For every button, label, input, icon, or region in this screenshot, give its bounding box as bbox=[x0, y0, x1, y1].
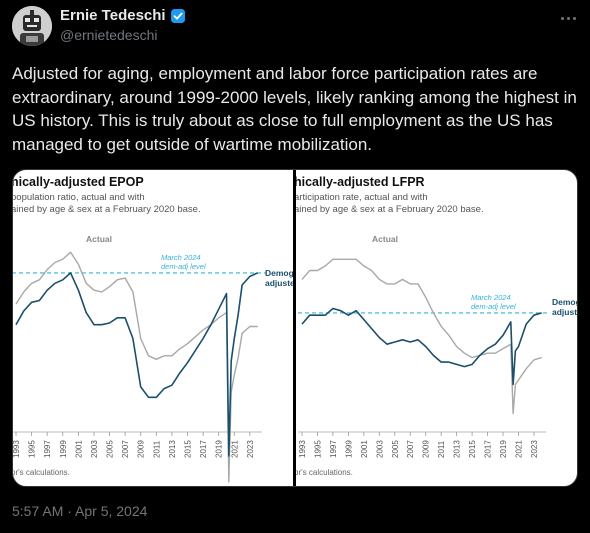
x-tick-label: 2019 bbox=[215, 440, 224, 458]
verified-badge-icon bbox=[170, 8, 185, 23]
x-tick-label: 2021 bbox=[230, 440, 239, 458]
x-tick-label: 2017 bbox=[484, 440, 493, 458]
author-avatar[interactable] bbox=[12, 6, 52, 46]
x-tick-label: 2011 bbox=[152, 440, 161, 458]
reference-line-label: March 2024 bbox=[161, 253, 201, 262]
x-tick-label: 1995 bbox=[313, 440, 322, 458]
adjusted-series-label: adjuste bbox=[265, 278, 293, 288]
x-tick-label: 1999 bbox=[59, 440, 68, 458]
x-tick-label: 1993 bbox=[13, 440, 21, 458]
x-tick-label: 2015 bbox=[468, 440, 477, 458]
x-tick-label: 2001 bbox=[360, 440, 369, 458]
x-tick-label: 2015 bbox=[184, 440, 193, 458]
x-tick-label: 1993 bbox=[298, 440, 307, 458]
x-tick-label: 2023 bbox=[530, 440, 539, 458]
adjusted-series-label: adjuste bbox=[552, 307, 578, 317]
lfpr-chart: hically-adjusted LFPR articipation rate, … bbox=[296, 175, 578, 477]
reference-line-label: dem-adj level bbox=[161, 262, 206, 271]
chart-title: hically-adjusted LFPR bbox=[296, 175, 425, 189]
chart-subtitle: ained by age & sex at a February 2020 ba… bbox=[13, 204, 201, 215]
x-tick-label: 2011 bbox=[437, 440, 446, 458]
actual-series-line bbox=[301, 258, 542, 415]
x-tick-label: 2013 bbox=[168, 440, 177, 458]
x-tick-label: 2019 bbox=[499, 440, 508, 458]
chart-footnote: or's calculations. bbox=[13, 468, 70, 477]
actual-series-label: Actual bbox=[372, 234, 398, 244]
reference-line-label: March 2024 bbox=[471, 293, 511, 302]
x-tick-label: 2009 bbox=[137, 440, 146, 458]
x-tick-label: 2003 bbox=[375, 440, 384, 458]
chart-footnote: or's calculations. bbox=[296, 468, 353, 477]
x-tick-label: 1997 bbox=[329, 440, 338, 458]
epop-chart: hically-adjusted EPOP population ratio, a… bbox=[13, 175, 293, 483]
tweet-text: Adjusted for aging, employment and labor… bbox=[12, 64, 577, 154]
adjusted-series-line bbox=[15, 272, 259, 457]
author-display-name[interactable]: Ernie Tedeschi bbox=[60, 7, 166, 24]
x-tick-label: 2005 bbox=[391, 440, 400, 458]
actual-series-label: Actual bbox=[86, 234, 112, 244]
adjusted-series-label: Demog bbox=[265, 268, 293, 278]
chart-subtitle: population ratio, actual and with bbox=[13, 192, 145, 203]
x-tick-label: 2009 bbox=[422, 440, 431, 458]
chart-subtitle: articipation rate, actual and with bbox=[296, 192, 428, 203]
x-tick-label: 2003 bbox=[90, 440, 99, 458]
x-tick-label: 2023 bbox=[246, 440, 255, 458]
chart-title: hically-adjusted EPOP bbox=[13, 175, 144, 189]
author-handle[interactable]: @ernietedeschi bbox=[60, 27, 158, 43]
x-tick-label: 2001 bbox=[74, 440, 83, 458]
robot-avatar-icon bbox=[12, 6, 52, 46]
x-tick-label: 1997 bbox=[43, 440, 52, 458]
x-tick-label: 2007 bbox=[406, 440, 415, 458]
x-tick-label: 1999 bbox=[344, 440, 353, 458]
chart-divider bbox=[293, 170, 296, 486]
adjusted-series-label: Demog bbox=[552, 297, 578, 307]
adjusted-series-line bbox=[301, 307, 542, 386]
x-tick-label: 2021 bbox=[514, 440, 523, 458]
more-options-icon[interactable] bbox=[556, 8, 580, 28]
tweet-media-image[interactable]: hically-adjusted EPOP population ratio, a… bbox=[12, 169, 578, 487]
author-name-row[interactable]: Ernie Tedeschi bbox=[60, 7, 186, 24]
x-tick-label: 2017 bbox=[199, 440, 208, 458]
tweet-timestamp[interactable]: 5:57 AM · Apr 5, 2024 bbox=[12, 503, 148, 519]
reference-line-label: dem-adj level bbox=[471, 302, 516, 311]
chart-subtitle: ained by age & sex at a February 2020 ba… bbox=[296, 204, 484, 215]
x-tick-label: 2007 bbox=[121, 440, 130, 458]
x-tick-label: 1995 bbox=[28, 440, 37, 458]
x-tick-label: 2013 bbox=[453, 440, 462, 458]
x-tick-label: 2005 bbox=[106, 440, 115, 458]
